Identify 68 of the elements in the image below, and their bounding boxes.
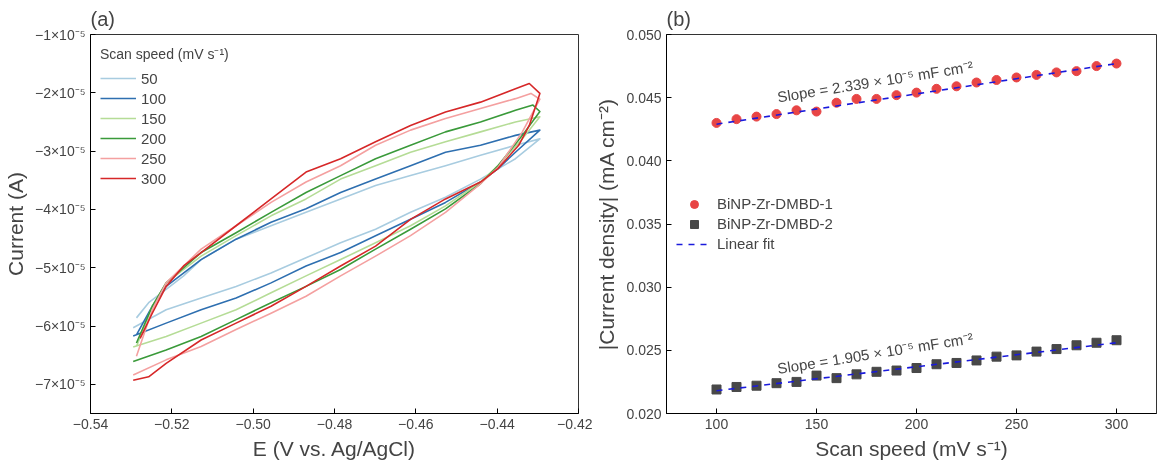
x-tick-label: 150 xyxy=(804,415,829,432)
x-tick-label: −0.42 xyxy=(557,415,593,432)
y-tick-label: 0.035 xyxy=(626,216,662,232)
annotation: Slope = 1.905 × 10⁻⁵ mF cm⁻² xyxy=(776,329,975,378)
point xyxy=(791,105,802,116)
x-axis-title: E (V vs. Ag/AgCl) xyxy=(252,436,416,460)
point xyxy=(731,381,742,392)
point xyxy=(931,359,942,370)
point xyxy=(791,376,802,387)
legend-label: 200 xyxy=(141,129,167,147)
y-tick-label: −2×10⁻⁵ xyxy=(34,84,86,101)
legend-label: 100 xyxy=(141,89,167,107)
point xyxy=(971,355,982,366)
x-tick-label: −0.44 xyxy=(479,415,516,432)
y-tick-label: −1×10⁻⁵ xyxy=(34,26,86,43)
y-tick-label: −4×10⁻⁵ xyxy=(34,201,86,218)
y-tick-label: 0.020 xyxy=(626,405,662,422)
legend-label: BiNP-Zr-DMBD-2 xyxy=(717,215,833,232)
x-axis-title: Scan speed (mV s⁻¹) xyxy=(815,436,1008,460)
y-tick-label: −3×10⁻⁵ xyxy=(34,143,86,160)
x-tick-label: 250 xyxy=(1004,415,1029,432)
annotation: Slope = 2.339 × 10⁻⁵ mF cm⁻² xyxy=(776,57,975,106)
point xyxy=(811,106,822,117)
x-tick-label: −0.46 xyxy=(398,415,434,432)
x-tick-label: −0.52 xyxy=(154,415,190,432)
chart-title: (a) xyxy=(90,7,115,30)
legend-label: 250 xyxy=(141,149,167,167)
point xyxy=(1111,58,1122,69)
legend-label: 150 xyxy=(141,109,167,127)
point xyxy=(931,83,942,94)
y-axis-title: Current (A) xyxy=(3,172,27,276)
chart-title: (b) xyxy=(666,7,691,30)
x-tick-label: 200 xyxy=(904,415,929,432)
x-tick-label: −0.48 xyxy=(316,415,353,432)
legend-label: Linear fit xyxy=(717,235,775,252)
point xyxy=(871,366,882,377)
x-tick-label: 100 xyxy=(704,415,729,432)
y-tick-label: −6×10⁻⁵ xyxy=(34,318,86,335)
point xyxy=(1031,69,1042,80)
point xyxy=(1111,335,1122,346)
point xyxy=(851,369,862,380)
y-tick-label: 0.045 xyxy=(626,89,662,106)
y-axis-title: |Current density| (mA cm⁻²) xyxy=(595,98,619,351)
point xyxy=(731,114,742,125)
point xyxy=(911,363,922,374)
legend-label: 50 xyxy=(141,69,159,87)
y-tick-label: −5×10⁻⁵ xyxy=(34,259,86,276)
point xyxy=(991,74,1002,85)
x-tick-label: 300 xyxy=(1104,415,1129,432)
point xyxy=(1091,337,1102,348)
x-tick-label: −0.54 xyxy=(72,415,109,432)
point xyxy=(851,93,862,104)
point xyxy=(711,384,722,395)
y-tick-label: 0.030 xyxy=(626,279,662,296)
point xyxy=(771,378,782,389)
x-tick-label: −0.50 xyxy=(235,415,272,432)
y-tick-label: 0.040 xyxy=(626,152,662,169)
point xyxy=(971,77,982,88)
y-tick-label: 0.025 xyxy=(626,342,662,359)
point xyxy=(991,351,1002,362)
legend-label: 300 xyxy=(141,169,167,187)
y-tick-label: 0.050 xyxy=(626,26,662,43)
point xyxy=(1051,344,1062,355)
y-tick-label: −7×10⁻⁵ xyxy=(34,376,86,393)
point xyxy=(1031,346,1042,357)
point xyxy=(911,87,922,98)
legend-title: Scan speed (mV s⁻¹) xyxy=(100,45,229,63)
legend-label: BiNP-Zr-DMBD-1 xyxy=(717,195,833,212)
